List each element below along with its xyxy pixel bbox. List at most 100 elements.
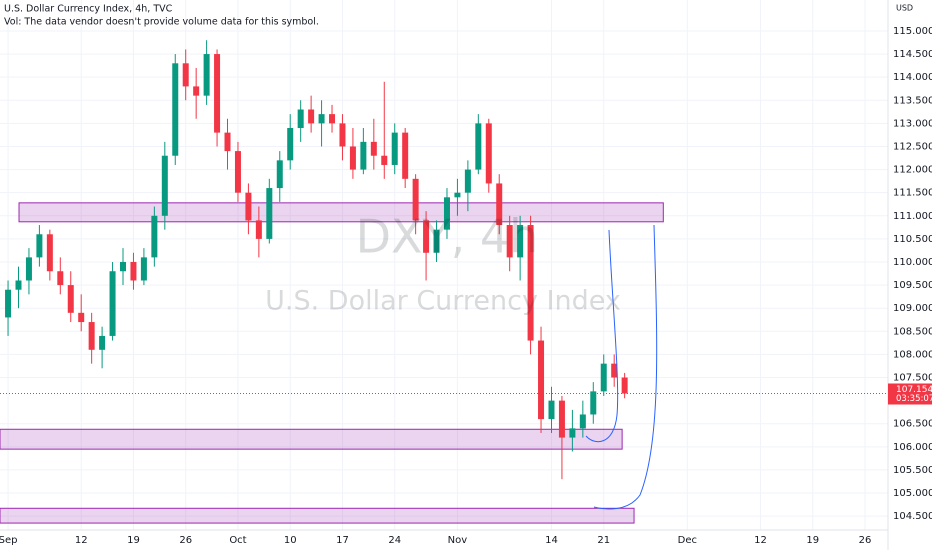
y-tick-label: 106.000 — [893, 442, 932, 453]
x-tick-label: 17 — [336, 535, 349, 546]
currency-label: USD — [896, 4, 913, 13]
candle-body — [193, 86, 200, 96]
candle-body — [621, 377, 628, 394]
candle-body — [130, 261, 137, 281]
watermark: DXY, 4h — [356, 210, 539, 264]
zone — [0, 507, 635, 524]
candle-body — [402, 132, 409, 179]
x-tick-label: 14 — [545, 535, 558, 546]
candles — [0, 40, 888, 480]
countdown: 03:35:07 — [896, 394, 932, 404]
candle-body — [25, 257, 32, 281]
candle-body — [517, 225, 524, 258]
y-tick-label: 109.500 — [893, 280, 932, 291]
y-tick-label: 112.500 — [893, 141, 932, 152]
chart-title: U.S. Dollar Currency Index, 4h, TVC — [4, 4, 173, 15]
candle-body — [15, 280, 22, 290]
y-tick-label: 109.000 — [893, 303, 932, 314]
candle-body — [234, 151, 241, 193]
candle-body — [433, 229, 440, 253]
candle-body — [548, 400, 555, 420]
candle-body — [590, 391, 597, 415]
x-tick-label: 24 — [388, 535, 401, 546]
candle-body — [245, 192, 252, 221]
y-tick-label: 105.500 — [893, 465, 932, 476]
candle-body — [57, 271, 64, 286]
candle-body — [349, 146, 356, 170]
y-tick-label: 113.500 — [893, 95, 932, 106]
candle-body — [318, 114, 325, 124]
candle-body — [485, 123, 492, 184]
last-price-label: 107.154 — [896, 385, 932, 395]
x-tick-label: Nov — [448, 535, 468, 546]
last-price-box — [888, 383, 932, 405]
chart-subtitle: Vol: The data vendor doesn't provide vol… — [4, 17, 319, 28]
candle-body — [224, 132, 231, 152]
candle-body — [443, 197, 450, 230]
watermark-subtitle: U.S. Dollar Currency Index — [265, 286, 621, 317]
candle-body — [99, 335, 106, 350]
candle-body — [88, 322, 95, 350]
candle-body — [266, 188, 273, 239]
candle-body — [360, 141, 367, 170]
candle-body — [600, 363, 607, 392]
candle-body — [391, 132, 398, 165]
candle-body — [506, 225, 513, 258]
candle-body — [611, 363, 618, 378]
axes: 104.500 105.000 105.500 106.000 106.500 107.5… — [0, 26, 932, 546]
candle-body — [538, 340, 545, 420]
y-tick-label: 110.000 — [893, 257, 932, 268]
candle-body — [464, 169, 471, 193]
x-tick-label: 26 — [179, 535, 192, 546]
candle-body — [558, 400, 565, 438]
zone — [0, 428, 623, 450]
x-tick-label: 10 — [284, 535, 297, 546]
candle-body — [569, 428, 576, 438]
candle-body — [140, 257, 147, 281]
candle-body — [182, 63, 189, 87]
x-tick-label: 19 — [806, 535, 819, 546]
candle-body — [527, 225, 534, 341]
candle-body — [67, 285, 74, 313]
y-tick-label: 108.500 — [893, 326, 932, 337]
candle-body — [412, 178, 419, 221]
candle-body — [151, 215, 158, 258]
candle-body — [370, 141, 377, 156]
y-tick-label: 105.000 — [893, 488, 932, 499]
candle-body — [276, 160, 283, 189]
y-tick-label: 108.000 — [893, 349, 932, 360]
x-tick-label: 12 — [754, 535, 767, 546]
y-tick-label: 115.000 — [893, 26, 932, 37]
candle-body — [120, 261, 127, 272]
y-tick-label: 114.500 — [893, 49, 932, 60]
candle-body — [172, 63, 179, 156]
y-tick-label: 111.000 — [893, 211, 932, 222]
candle-body — [287, 127, 294, 161]
candle-body — [5, 289, 12, 318]
candle-body — [496, 183, 503, 226]
price-axis — [888, 0, 932, 550]
candle-body — [381, 155, 388, 165]
zone — [18, 202, 664, 223]
candle-body — [475, 123, 482, 170]
candle-body — [214, 54, 221, 133]
time-axis — [0, 530, 888, 550]
x-tick-label: Sep — [0, 535, 17, 546]
candle-body — [46, 234, 53, 272]
candle-body — [161, 155, 168, 216]
y-tick-label: 110.500 — [893, 234, 932, 245]
candle-body — [329, 114, 336, 124]
y-tick-label: 113.000 — [893, 118, 932, 129]
x-tick-label: Dec — [678, 535, 697, 546]
candle-body — [203, 54, 210, 96]
candle-body — [423, 220, 430, 253]
y-tick-label: 107.500 — [893, 373, 932, 384]
x-tick-label: 21 — [597, 535, 610, 546]
candle-body — [339, 123, 346, 147]
x-tick-label: Oct — [229, 535, 246, 546]
candle-body — [78, 312, 85, 323]
candle-body — [297, 109, 304, 128]
candle-body — [454, 192, 461, 198]
x-tick-label: 26 — [859, 535, 872, 546]
